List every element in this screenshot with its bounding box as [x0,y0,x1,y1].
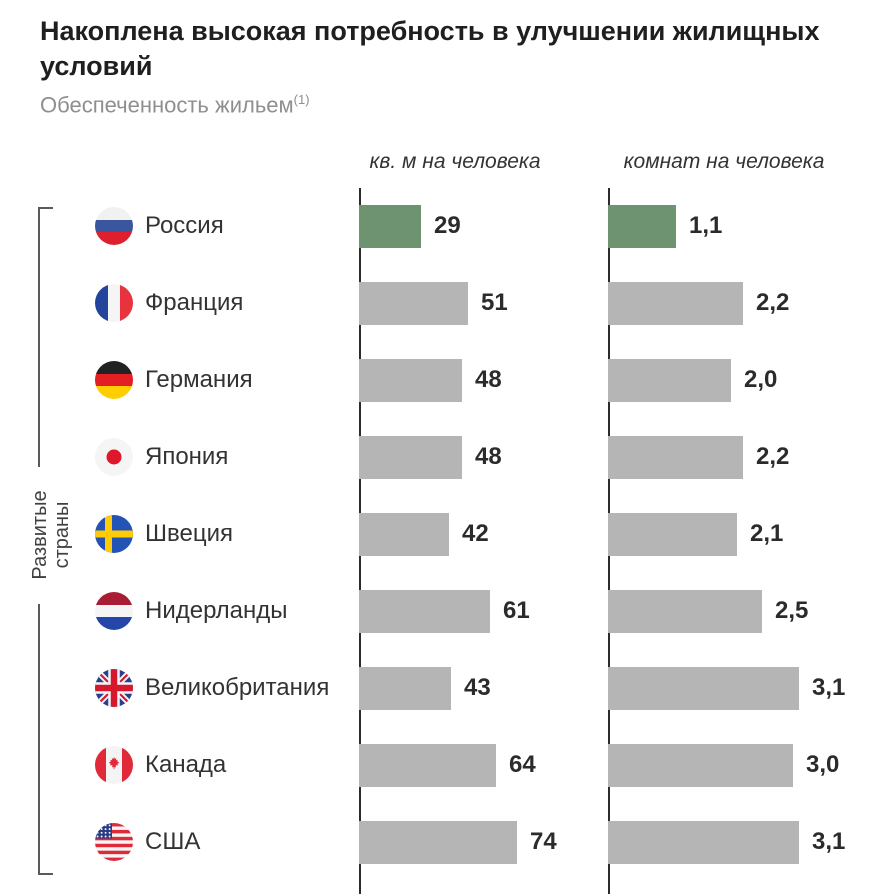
sqm-bar [359,743,496,787]
developed-countries-bracket-line-lower [38,604,40,874]
chart-row: Россия 29 1,1 [0,188,879,265]
rooms-bar [608,589,762,633]
sqm-value: 74 [530,828,557,855]
sqm-value: 61 [503,597,530,624]
rooms-value: 3,1 [812,674,846,701]
rooms-value: 2,5 [775,597,809,624]
country-label: Россия [145,212,224,239]
sqm-value: 48 [475,366,502,393]
page-title: Накоплена высокая потребность в улучшени… [40,16,820,82]
rooms-bar [608,666,799,710]
rooms-bar [608,435,743,479]
rooms-value: 2,0 [744,366,778,393]
flag-se-icon [95,515,133,553]
chart-row: США 74 3,1 [0,804,879,881]
sqm-value: 64 [509,751,536,778]
developed-countries-bracket-line-upper [38,207,40,467]
sqm-bar [359,204,421,248]
developed-countries-bracket-top [38,207,53,209]
rooms-bar [608,512,737,556]
country-label: Франция [145,289,244,316]
rooms-value: 1,1 [689,212,723,239]
chart-row: Германия 48 2,0 [0,342,879,419]
sqm-bar [359,358,462,402]
chart-row: Япония 48 2,2 [0,419,879,496]
rooms-bar [608,820,799,864]
rooms-value: 2,1 [750,520,784,547]
flag-nl-icon [95,592,133,630]
chart-row: Швеция 42 2,1 [0,496,879,573]
chart-row: Франция 51 2,2 [0,265,879,342]
rooms-value: 2,2 [756,289,790,316]
sqm-bar [359,589,490,633]
rooms-value: 3,1 [812,828,846,855]
developed-countries-bracket-bottom [38,873,53,875]
column-header-sqm: кв. м на человека [369,150,541,173]
sqm-bar [359,820,517,864]
flag-fr-icon [95,284,133,322]
sqm-value: 29 [434,212,461,239]
footnote-marker: (1) [293,92,310,107]
sqm-value: 42 [462,520,489,547]
flag-jp-icon [95,438,133,476]
sqm-bar [359,666,451,710]
country-label: Япония [145,443,229,470]
flag-us-icon [95,823,133,861]
rooms-bar [608,743,793,787]
country-label: Великобритания [145,674,330,701]
rooms-value: 3,0 [806,751,840,778]
country-label: Германия [145,366,253,393]
country-label: Швеция [145,520,233,547]
chart-row: Канада 64 3,0 [0,727,879,804]
sqm-value: 51 [481,289,508,316]
sqm-value: 43 [464,674,491,701]
rooms-bar [608,281,743,325]
country-label: Канада [145,751,227,778]
flag-ca-icon [95,746,133,784]
column-header-rooms: комнат на человека [623,150,825,173]
flag-gb-icon [95,669,133,707]
sqm-value: 48 [475,443,502,470]
rooms-bar [608,358,731,402]
country-label: Нидерланды [145,597,288,624]
chart-row: Нидерланды 61 2,5 [0,573,879,650]
chart-subtitle: Обеспеченность жильем(1) [40,92,310,118]
flag-de-icon [95,361,133,399]
chart-row: Великобритания 43 3,1 [0,650,879,727]
sqm-bar [359,435,462,479]
rooms-bar [608,204,676,248]
flag-ru-icon [95,207,133,245]
sqm-bar [359,281,468,325]
rooms-value: 2,2 [756,443,790,470]
country-label: США [145,828,201,855]
sqm-bar [359,512,449,556]
chart-subtitle-text: Обеспеченность жильем [40,92,294,118]
